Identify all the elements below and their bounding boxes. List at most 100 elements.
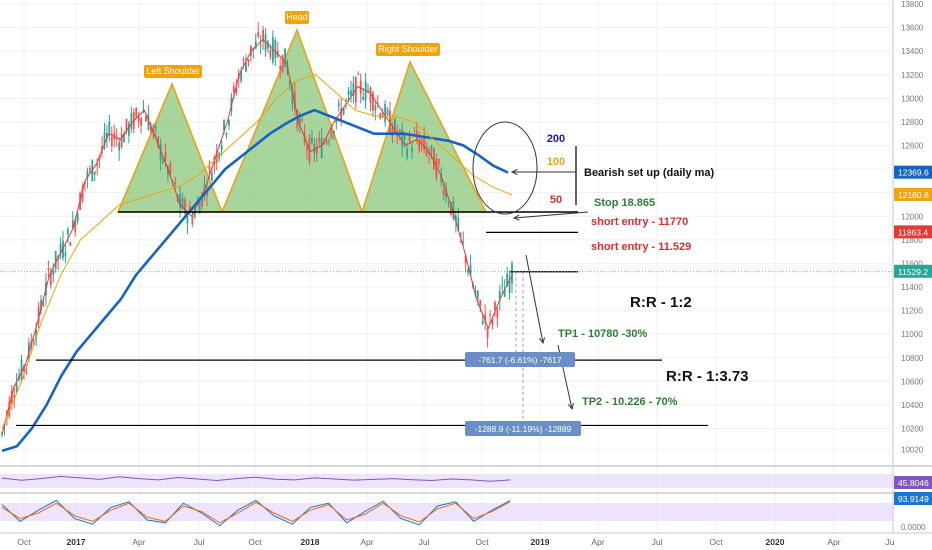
candle-body (342, 108, 345, 115)
candle-body (118, 142, 121, 151)
candle-body (279, 66, 282, 70)
candle-body (8, 401, 11, 417)
time-tick-label: Oct (709, 537, 723, 547)
candle-body (359, 80, 362, 94)
candle-body (120, 134, 123, 148)
candle-body (37, 306, 40, 323)
candle-body (486, 328, 489, 338)
candle-body (420, 138, 423, 144)
candle-body (293, 91, 296, 109)
candle-body (242, 58, 245, 62)
last-price-label-bg (894, 264, 932, 278)
candle-body (347, 90, 350, 95)
candle-body (152, 126, 155, 133)
time-tick-label: 2017 (67, 537, 86, 547)
candle-body (108, 121, 111, 133)
stoch-value-label: 93.9149 (898, 494, 929, 504)
horizontal-levels (0, 211, 893, 430)
candle-body (96, 164, 99, 166)
candle-body (340, 107, 343, 121)
stoch-value-label-bg (894, 492, 932, 505)
candle-body (511, 263, 513, 284)
candle-body (501, 284, 504, 286)
candle-body (286, 65, 289, 75)
candle-body (88, 168, 91, 171)
candle-body (328, 140, 330, 142)
candle-body (113, 132, 116, 140)
candle-body (454, 215, 457, 223)
rsi-value-label-bg (894, 476, 932, 489)
candle-body (323, 142, 326, 144)
candle-body (508, 278, 511, 293)
annotations: 200 100 50 Bearish set up (daily ma) Stop 18… (465, 121, 749, 436)
time-tick-label: Apr (827, 537, 840, 547)
candle-body (193, 209, 196, 217)
candle-body (433, 148, 435, 170)
time-tick-label: 2019 (531, 537, 550, 547)
candle-body (259, 44, 262, 47)
candle-body (54, 250, 57, 269)
candle-body (130, 113, 133, 129)
candle-body (59, 243, 62, 255)
last-price-label: 11529.2 (898, 267, 928, 277)
ma100-line (1, 74, 513, 429)
candle-body (179, 193, 182, 208)
candle-body (225, 133, 228, 136)
candle-body (154, 126, 157, 129)
candle-body (76, 213, 79, 222)
candle-body (459, 232, 462, 234)
candle-body (313, 144, 316, 154)
stop-text: Stop 18.865 (594, 197, 655, 209)
candle-body (298, 118, 301, 125)
candle-body (442, 189, 445, 196)
right-shoulder-label: Right Shoulder (378, 44, 438, 54)
time-tick-label: Jul (194, 537, 205, 547)
candle-body (464, 255, 467, 264)
candle-body (437, 159, 440, 165)
candle-body (162, 160, 164, 163)
ma200-price-label: 12369.6 (898, 168, 929, 178)
candle-body (40, 299, 42, 311)
candle-body (337, 103, 340, 107)
candle-body (228, 120, 230, 126)
oscillator-panes (0, 465, 932, 527)
price-tick-label: 11200 (901, 307, 923, 316)
time-tick-label: 2018 (301, 537, 320, 547)
ma50-line (1, 38, 513, 435)
candle-body (325, 140, 328, 144)
candle-body (479, 299, 482, 306)
candle-body (274, 40, 277, 59)
ma100-price-label-bg (894, 187, 932, 201)
short1-arrow (513, 211, 589, 219)
price-tick-label: 12800 (901, 118, 924, 127)
candle-body (450, 202, 452, 215)
candle-body (74, 220, 77, 232)
candle-body (462, 241, 465, 243)
time-tick-label: Oct (17, 537, 31, 547)
time-tick-label: Ju (886, 537, 895, 547)
tp2-text: TP2 - 10.226 - 70% (582, 396, 678, 408)
rr1-text: R:R - 1:2 (630, 294, 692, 311)
candle-body (408, 133, 411, 142)
time-tick-label: Apr (132, 537, 145, 547)
candle-body (210, 173, 213, 181)
candle-body (69, 242, 72, 246)
candle-body (350, 90, 352, 95)
price-tick-label: 10600 (901, 377, 924, 386)
candle-body (428, 151, 430, 154)
candle-body (49, 271, 52, 285)
stoch-zero-label: 0.0000 (901, 523, 926, 532)
candle-body (401, 129, 404, 147)
candle-body (240, 71, 243, 82)
bearish-arrow-head (510, 168, 518, 176)
candle-body (42, 305, 45, 307)
candle-body (223, 120, 225, 132)
time-tick-label: Jul (419, 537, 430, 547)
candle-body (457, 217, 460, 231)
price-tick-label: 10020 (901, 446, 924, 455)
candle-body (306, 145, 308, 150)
price-tick-label: 13000 (901, 94, 924, 103)
candle-body (291, 89, 294, 104)
candle-body (320, 138, 323, 158)
